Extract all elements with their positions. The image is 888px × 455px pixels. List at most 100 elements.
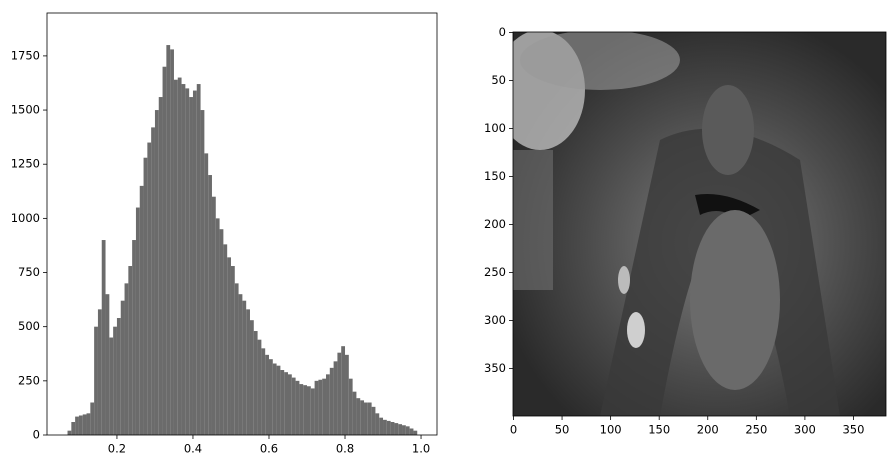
bar: [383, 419, 387, 435]
y-tick-label: 500: [18, 319, 40, 333]
bar: [132, 240, 136, 435]
bar: [215, 218, 220, 435]
bar: [75, 416, 79, 435]
bar: [192, 90, 197, 435]
bar: [257, 339, 262, 435]
bar: [326, 374, 330, 435]
bar: [360, 400, 365, 435]
bar: [390, 422, 395, 435]
bar: [97, 309, 102, 435]
y-tick-label: 250: [18, 373, 40, 387]
bar: [265, 354, 269, 435]
bar: [94, 326, 98, 435]
bar: [371, 406, 376, 435]
bar: [189, 97, 193, 435]
bar: [386, 420, 391, 435]
axes-frame: [512, 31, 887, 417]
bar: [318, 379, 323, 435]
y-tick-label: 150: [484, 169, 506, 183]
x-tick-label: 0.4: [184, 442, 202, 455]
bar: [177, 77, 182, 436]
bar: [364, 402, 368, 435]
bar: [310, 388, 315, 435]
bar: [86, 413, 91, 435]
bar: [394, 423, 399, 435]
bar: [356, 398, 361, 435]
y-tick-label: 250: [484, 265, 506, 279]
bar: [78, 415, 83, 435]
bar: [284, 372, 288, 435]
bar: [242, 300, 247, 435]
bar: [314, 380, 319, 435]
bar: [287, 374, 292, 435]
bar: [272, 363, 277, 435]
x-tick-label: 0: [510, 423, 517, 437]
y-tick-label: 0: [33, 428, 40, 442]
bar: [67, 430, 72, 435]
bar: [101, 240, 106, 435]
x-tick-label: 1.0: [412, 442, 430, 455]
bar: [227, 257, 231, 435]
bar: [409, 428, 414, 435]
bar: [337, 352, 342, 435]
bar: [375, 413, 380, 435]
bar: [105, 294, 110, 435]
bar: [116, 318, 121, 435]
axes-frame: [46, 12, 438, 436]
bar: [162, 66, 167, 435]
bar: [170, 49, 174, 435]
bar: [151, 127, 155, 435]
x-tick-label: 350: [842, 423, 864, 437]
bar: [120, 300, 125, 435]
y-tick-label: 100: [484, 121, 506, 135]
bar: [124, 283, 129, 435]
bar: [158, 97, 163, 435]
bar: [402, 425, 406, 435]
bar: [219, 229, 224, 435]
bar: [341, 346, 346, 435]
bar: [204, 153, 209, 436]
bar: [181, 84, 186, 435]
bar: [128, 266, 133, 435]
bar: [322, 378, 327, 435]
y-tick-label: 1750: [11, 48, 40, 62]
bar: [211, 196, 216, 435]
bar: [234, 283, 239, 435]
y-tick-label: 300: [484, 313, 506, 327]
bar: [303, 385, 307, 435]
bar: [307, 386, 311, 435]
x-tick-label: 50: [555, 423, 570, 437]
bar: [405, 426, 410, 435]
y-tick-label: 1000: [11, 211, 40, 225]
bar: [329, 367, 334, 435]
bar: [109, 337, 114, 435]
y-tick-label: 50: [491, 73, 506, 87]
x-tick-label: 200: [697, 423, 719, 437]
bar: [345, 354, 349, 435]
bar: [413, 430, 418, 435]
bar: [143, 157, 148, 435]
bar: [379, 417, 384, 435]
y-tick-label: 1500: [11, 103, 40, 117]
y-tick-label: 200: [484, 217, 506, 231]
x-tick-label: 250: [745, 423, 767, 437]
bar: [280, 370, 285, 435]
bar: [348, 378, 353, 435]
x-tick-label: 150: [648, 423, 670, 437]
bar: [147, 142, 152, 435]
bar: [71, 422, 76, 435]
x-tick-label: 0.2: [108, 442, 126, 455]
bar: [200, 110, 205, 436]
bar: [238, 294, 243, 435]
bar: [90, 402, 95, 435]
bar: [295, 380, 300, 435]
bar: [230, 266, 235, 435]
x-tick-label: 0.8: [336, 442, 354, 455]
bar: [249, 320, 254, 435]
bar: [223, 244, 228, 435]
y-tick-label: 0: [499, 25, 506, 39]
bar: [261, 348, 266, 435]
y-tick-label: 1250: [11, 157, 40, 171]
